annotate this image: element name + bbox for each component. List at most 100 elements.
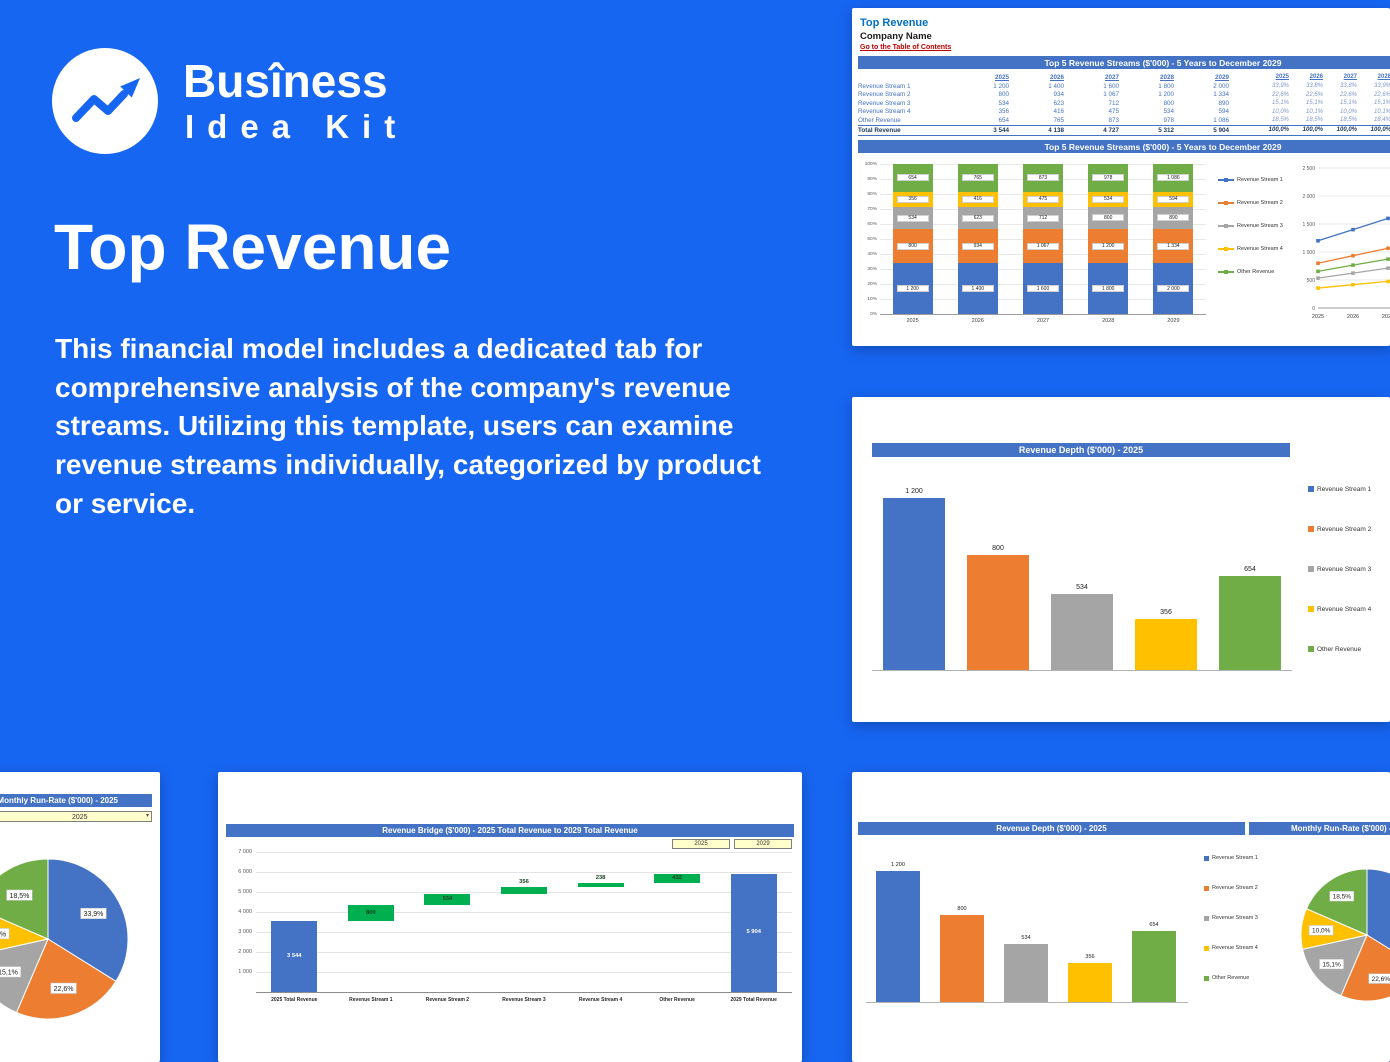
year-header: 2025 — [994, 73, 1009, 81]
row-label: Other Revenue — [858, 116, 901, 124]
segment-value-label: 712 — [1027, 214, 1059, 222]
bar — [883, 498, 945, 670]
legend-square-marker — [1308, 486, 1314, 492]
y-tick-label: 6 000 — [238, 869, 252, 875]
bar-value-label: 534 — [1076, 583, 1088, 591]
bar-value-label: 3 544 — [287, 953, 302, 960]
legend-line-marker — [1218, 200, 1234, 205]
bar-value-label: 5 904 — [746, 929, 761, 936]
row-label: Total Revenue — [858, 126, 901, 134]
bar-value-label: 356 — [1085, 954, 1095, 961]
y-tick-label: 10% — [867, 296, 877, 302]
legend-item: Revenue Stream 2 — [1218, 199, 1283, 207]
cell-pct: 33,8% — [1339, 83, 1357, 90]
cell-value: 623 — [1053, 99, 1064, 107]
pie-slice — [0, 938, 49, 1014]
legend-line-marker — [1218, 246, 1234, 251]
legend-label: Revenue Stream 4 — [1317, 605, 1372, 613]
year-header: 2026 — [1049, 73, 1064, 81]
cell-value: 890 — [1218, 99, 1229, 107]
cell-pct: 22,6% — [1339, 91, 1357, 98]
segment-value-label: 1 400 — [961, 285, 994, 293]
bar-value-label: 238 — [595, 874, 606, 881]
chart-header-bar: Monthly Run-Rate ($'000) - 2025 — [0, 794, 152, 807]
runrate-panel-left: Monthly Run-Rate ($'000) - 2025 2025 ▾ 3… — [0, 772, 160, 1062]
segment-value-label: 1 600 — [1027, 285, 1059, 293]
pie-label-box — [1319, 958, 1344, 970]
chart-legend: Revenue Stream 1 Revenue Stream 2 Revenue … — [1204, 854, 1284, 1024]
x-axis-label: Revenue Stream 4 — [578, 997, 623, 1003]
pie-chart: 33,9% 22,6% 15,1% 10,0% 18,5% — [0, 834, 153, 1044]
y-tick-label: 70% — [867, 206, 877, 212]
svg-text:2027: 2027 — [1382, 314, 1390, 320]
chart-legend: Revenue Stream 1 Revenue Stream 2 Revenue … — [1218, 176, 1286, 306]
legend-square-marker — [1308, 606, 1314, 612]
legend-item: Revenue Stream 4 — [1218, 245, 1283, 253]
table-row: Revenue Stream 4 356 416 475 534 594 10,0% 10,1… — [858, 108, 1390, 117]
revenue-bridge-panel: Revenue Bridge ($'000) - 2025 Total Reve… — [218, 772, 802, 1062]
pie-label: 22,6% — [54, 986, 74, 993]
cell-pct: 15,1% — [1271, 100, 1289, 107]
svg-text:0: 0 — [1312, 306, 1315, 312]
pie-label: 18,5% — [10, 893, 30, 900]
cell-pct: 18,5% — [1271, 117, 1289, 124]
depth-runrate-panel: Revenue Depth ($'000) - 2025 Monthly Run… — [852, 772, 1390, 1062]
gridline — [256, 912, 792, 913]
svg-text:1 000: 1 000 — [1302, 250, 1315, 256]
gridline — [256, 872, 792, 873]
chart-header-bar: Top 5 Revenue Streams ($'000) - 5 Years … — [858, 140, 1390, 153]
legend-square-marker — [1204, 975, 1209, 981]
pie-label-box — [1308, 925, 1334, 936]
cell-value: 4 727 — [1103, 126, 1119, 134]
spreadsheet-panel-top: Top Revenue Company Name Go to the Table… — [852, 8, 1390, 346]
cell-value: 4 138 — [1048, 126, 1064, 134]
bar-value-label: 654 — [1149, 921, 1159, 928]
svg-text:2 000: 2 000 — [1302, 194, 1315, 200]
legend-label: Revenue Stream 2 — [1237, 200, 1283, 206]
legend-label: Revenue Stream 4 — [1237, 246, 1283, 252]
bar-value-label: 800 — [992, 545, 1004, 553]
pie-label-box — [6, 889, 33, 901]
x-axis-label: 2029 Total Revenue — [730, 997, 777, 1003]
gridline — [256, 932, 792, 933]
bar — [1219, 576, 1281, 670]
gridline — [256, 852, 792, 853]
y-tick-label: 0% — [870, 311, 877, 317]
svg-text:2 500: 2 500 — [1302, 166, 1315, 172]
waterfall-bar — [424, 894, 471, 906]
chart-header-bar: Revenue Bridge ($'000) - 2025 Total Reve… — [226, 824, 794, 837]
pie-label-box — [0, 966, 22, 978]
year-selector-start[interactable]: 2025 — [672, 839, 730, 849]
bar-chart: 1 200 800 534 356 654 — [866, 848, 1188, 1003]
cell-value: 5 904 — [1213, 126, 1229, 134]
cell-value: 2 000 — [1213, 82, 1229, 90]
toc-link[interactable]: Go to the Table of Contents — [860, 44, 952, 51]
x-axis-label: Revenue Stream 3 — [502, 997, 546, 1003]
y-tick-label: 50% — [867, 236, 877, 242]
bar-value-label: 356 — [519, 879, 529, 886]
year-selector[interactable]: 2025 ▾ — [0, 811, 152, 822]
year-selector-end[interactable]: 2029 — [734, 839, 792, 849]
cell-pct: 22,6% — [1271, 91, 1289, 98]
cell-pct: 10,1% — [1373, 108, 1390, 115]
legend-item: Revenue Stream 3 — [1218, 222, 1283, 230]
legend-label: Other Revenue — [1212, 975, 1250, 981]
pie-label: 18,5% — [1333, 894, 1352, 901]
cell-value: 1 200 — [1158, 91, 1174, 99]
x-axis-line — [256, 992, 792, 993]
cell-pct: 10,0% — [1339, 108, 1357, 115]
row-label: Revenue Stream 2 — [858, 91, 911, 99]
cell-pct: 100,0% — [1370, 127, 1390, 133]
hero-description: This financial model includes a dedicate… — [55, 333, 761, 519]
chart-header-bar: Revenue Depth ($'000) - 2025 — [872, 443, 1290, 457]
legend-label: Revenue Stream 1 — [1237, 177, 1283, 183]
bar — [1004, 943, 1048, 1002]
legend-item: Revenue Stream 1 — [1204, 854, 1258, 862]
cell-pct: 100,0% — [1268, 127, 1289, 133]
segment-value-label: 800 — [896, 242, 929, 250]
year-header: 2025 — [1275, 74, 1289, 80]
x-axis-label: Other Revenue — [659, 997, 695, 1003]
pie-label-box — [0, 928, 10, 940]
bar-value-label: 800 — [957, 905, 967, 912]
